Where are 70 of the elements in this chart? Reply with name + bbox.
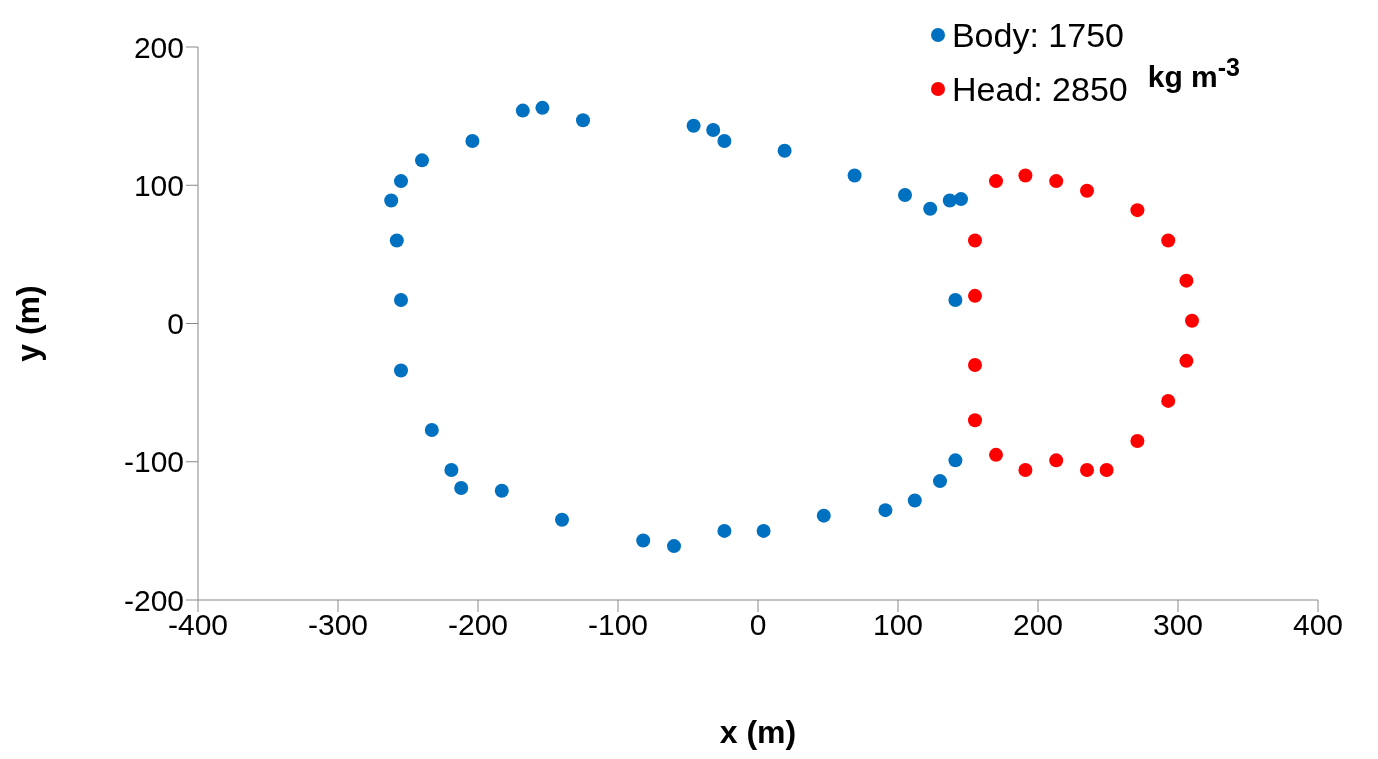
point: [444, 463, 459, 478]
legend-label: Head: 2850: [950, 69, 1128, 110]
point: [424, 422, 439, 437]
x-tick-label: 0: [749, 608, 767, 642]
point: [636, 533, 651, 548]
point: [933, 474, 947, 489]
point: [686, 118, 701, 133]
x-axis-title: x (m): [719, 714, 797, 750]
y-axis-title: y (m): [10, 285, 47, 362]
point: [948, 293, 963, 307]
point: [923, 201, 938, 216]
point: [756, 523, 771, 538]
point: [1080, 183, 1094, 198]
point: [898, 187, 912, 202]
point: [394, 174, 408, 189]
point: [1049, 174, 1064, 189]
point: [1080, 463, 1094, 478]
point: [394, 363, 408, 378]
point: [989, 174, 1003, 189]
point: [968, 413, 982, 428]
point: [847, 168, 862, 183]
y-tick-label: 0: [167, 307, 184, 341]
point: [1161, 393, 1176, 408]
point: [816, 508, 831, 523]
point: [454, 481, 469, 496]
x-tick-label: -100: [587, 608, 649, 642]
point: [717, 134, 732, 149]
point: [717, 523, 732, 538]
x-tick-label: -300: [307, 608, 369, 642]
point: [535, 100, 550, 115]
point: [389, 233, 404, 248]
point: [1049, 453, 1064, 468]
point: [777, 143, 792, 158]
x-tick-label: -200: [447, 608, 509, 642]
x-tick-label: 100: [872, 608, 924, 642]
point: [415, 153, 429, 168]
y-tick-label: 100: [133, 168, 184, 202]
point: [384, 193, 399, 208]
point: [576, 113, 590, 128]
x-tick-label: 200: [1012, 608, 1064, 642]
point: [1018, 463, 1033, 478]
y-tick-label: 200: [133, 30, 184, 64]
point: [706, 122, 721, 137]
point: [1018, 168, 1033, 183]
point: [968, 233, 982, 248]
point: [494, 483, 509, 498]
x-tick-label: 300: [1152, 608, 1204, 642]
point: [515, 103, 530, 118]
point: [948, 453, 963, 468]
point: [465, 134, 480, 149]
point: [667, 539, 681, 554]
point: [968, 288, 982, 303]
point: [1179, 353, 1194, 368]
legend-title: kg m$^{-3}$: [1147, 53, 1240, 94]
point: [394, 293, 408, 307]
legend-label: Body: 1750: [950, 15, 1125, 56]
point: [1179, 273, 1194, 288]
point: [555, 512, 569, 527]
point: [968, 357, 982, 372]
point: [1099, 463, 1114, 478]
point: [907, 493, 922, 508]
point: [878, 503, 893, 518]
point: [989, 447, 1003, 462]
y-tick-label: -100: [123, 445, 184, 479]
point: [954, 192, 968, 207]
point: [1185, 313, 1199, 328]
x-tick-label: 400: [1292, 608, 1344, 642]
point: [1161, 233, 1176, 248]
point: [1130, 434, 1145, 449]
point: [1130, 203, 1145, 218]
